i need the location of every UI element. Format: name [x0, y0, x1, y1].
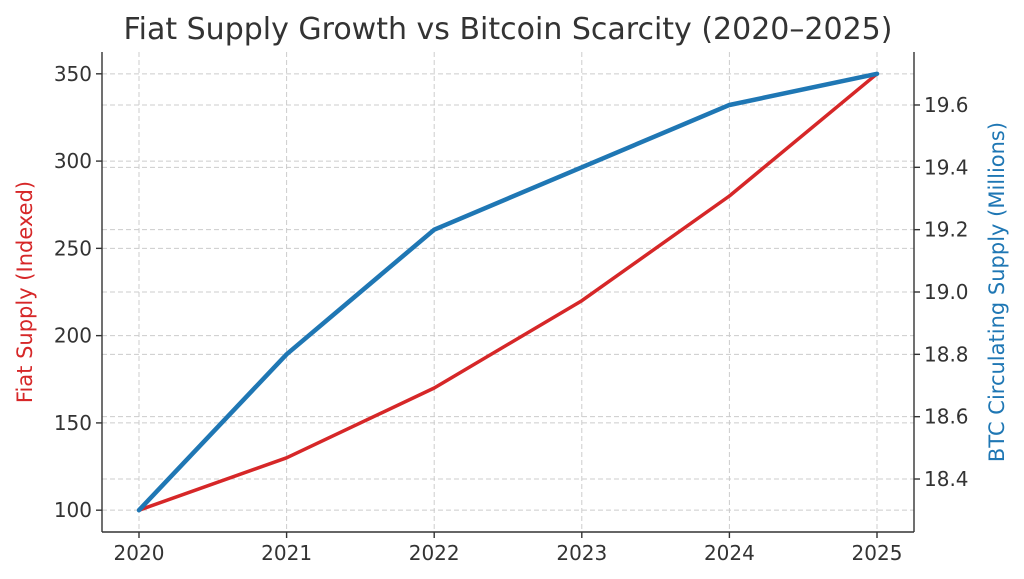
gridlines — [102, 52, 914, 532]
x-tick-label: 2020 — [114, 541, 165, 565]
chart-title: Fiat Supply Growth vs Bitcoin Scarcity (… — [124, 12, 893, 47]
series-line-fiat-supply — [137, 72, 879, 512]
y-right-tick-label: 19.0 — [924, 280, 969, 304]
x-tick-label: 2022 — [409, 541, 460, 565]
y-left-axis-label: Fiat Supply (Indexed) — [13, 181, 37, 403]
x-tick-label: 2021 — [261, 541, 312, 565]
x-tick-label: 2024 — [704, 541, 755, 565]
y-right-tick-label: 18.6 — [924, 405, 969, 429]
y-left-tick-label: 100 — [54, 498, 92, 522]
series-lines — [136, 71, 880, 513]
y-right-tick-label: 19.4 — [924, 155, 969, 179]
y-left-tick-label: 300 — [54, 149, 92, 173]
axis-labels: Fiat Supply (Indexed) BTC Circulating Sup… — [13, 122, 1009, 462]
y-right-tick-label: 18.8 — [924, 342, 969, 366]
y-right-axis-label: BTC Circulating Supply (Millions) — [985, 122, 1009, 462]
y-right-tick-label: 19.6 — [924, 93, 969, 117]
series-line-btc-supply — [136, 71, 880, 513]
y-left-tick-label: 200 — [54, 324, 92, 348]
y-left-tick-label: 250 — [54, 236, 92, 260]
y-right-tick-label: 18.4 — [924, 467, 969, 491]
y-left-tick-label: 350 — [54, 62, 92, 86]
axes: 2020 2021 2022 2023 2024 2025 100 150 200 250 300 3… — [54, 52, 969, 565]
x-tick-label: 2025 — [852, 541, 903, 565]
y-right-tick-label: 19.2 — [924, 218, 969, 242]
y-left-tick-label: 150 — [54, 411, 92, 435]
x-tick-label: 2023 — [556, 541, 607, 565]
